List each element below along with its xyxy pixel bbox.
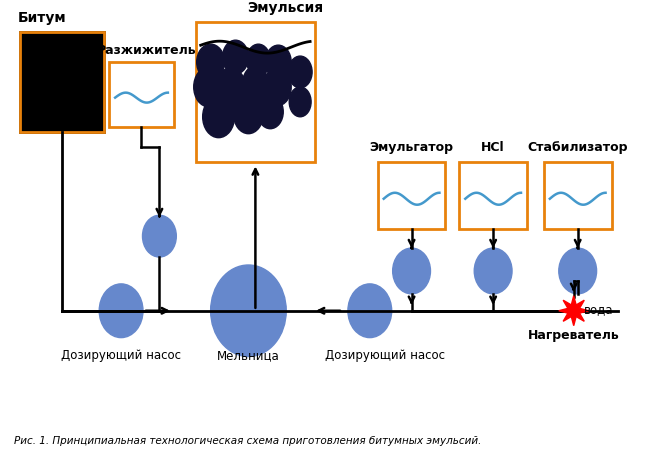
Ellipse shape (243, 66, 268, 102)
Text: Рис. 1. Принципиальная технологическая схема приготовления битумных эмульсий.: Рис. 1. Принципиальная технологическая с… (14, 436, 481, 446)
Ellipse shape (197, 44, 225, 80)
Ellipse shape (348, 284, 392, 337)
Ellipse shape (194, 67, 223, 107)
Text: Разжижитель: Разжижитель (97, 43, 196, 57)
Text: Эмульгатор: Эмульгатор (369, 141, 453, 154)
Text: Битум: Битум (18, 11, 66, 25)
Ellipse shape (143, 215, 176, 257)
Ellipse shape (257, 95, 284, 129)
Text: вода: вода (584, 303, 613, 316)
Ellipse shape (393, 248, 430, 294)
Bar (544, 162, 611, 229)
Text: Стабилизатор: Стабилизатор (527, 141, 628, 154)
Ellipse shape (263, 68, 292, 106)
Ellipse shape (223, 40, 249, 74)
Ellipse shape (215, 68, 247, 112)
Ellipse shape (247, 44, 270, 76)
Bar (109, 62, 174, 127)
Text: Нагреватель: Нагреватель (528, 329, 619, 342)
Text: Дозирующий насос: Дозирующий насос (61, 349, 181, 362)
Ellipse shape (290, 87, 311, 117)
Polygon shape (559, 296, 589, 326)
Ellipse shape (474, 248, 512, 294)
Bar (20, 32, 104, 132)
Bar (459, 162, 527, 229)
Text: Мельница: Мельница (217, 349, 280, 362)
Ellipse shape (265, 45, 292, 79)
Ellipse shape (203, 96, 235, 138)
Text: Эмульсия: Эмульсия (247, 1, 323, 15)
Text: Дозирующий насос: Дозирующий насос (325, 349, 445, 362)
Ellipse shape (233, 94, 263, 134)
Bar (377, 162, 446, 229)
Bar (20, 32, 104, 132)
Text: HCl: HCl (481, 141, 505, 154)
Ellipse shape (99, 284, 143, 337)
Bar (196, 22, 315, 162)
Ellipse shape (211, 265, 286, 357)
Ellipse shape (559, 248, 597, 294)
Ellipse shape (288, 56, 312, 88)
